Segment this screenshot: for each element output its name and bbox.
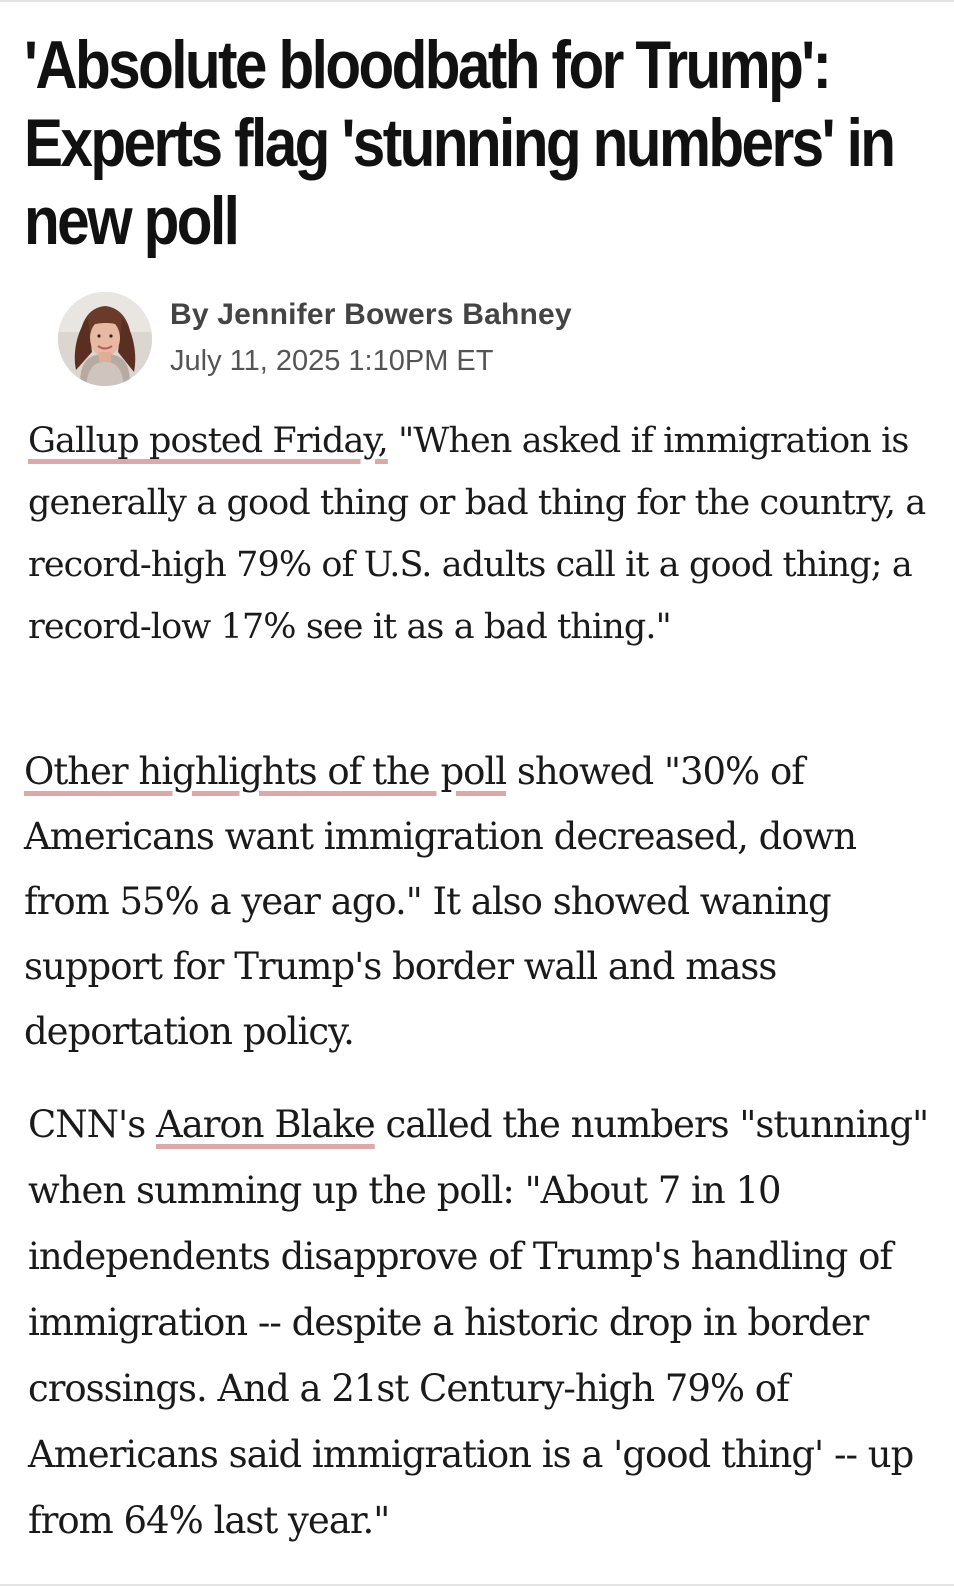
publish-date: July 11, 2025 1:10PM ET (170, 345, 494, 377)
gallup-link[interactable]: Gallup posted Friday, (28, 421, 389, 461)
paragraph-gallup: Gallup posted Friday, "When asked if imm… (28, 410, 928, 658)
paragraph-highlights: Other highlights of the poll showed "30%… (24, 739, 934, 1064)
paragraph-text: called the numbers "stunning" when summi… (28, 1103, 929, 1542)
paragraph-text: "When asked if immigration is generally … (28, 421, 926, 647)
author-name[interactable]: By Jennifer Bowers Bahney (170, 298, 572, 331)
aaron-blake-link[interactable]: Aaron Blake (155, 1103, 376, 1146)
byline: By Jennifer Bowers Bahney July 11, 2025 … (58, 292, 918, 388)
author-avatar[interactable] (58, 292, 152, 386)
paragraph-cnn: CNN's Aaron Blake called the numbers "st… (28, 1092, 938, 1554)
poll-highlights-link[interactable]: Other highlights of the poll (24, 750, 507, 793)
paragraph-text: showed "30% of Americans want immigratio… (24, 750, 857, 1053)
author-photo-icon (58, 292, 152, 386)
article-headline: 'Absolute bloodbath for Trump': Experts … (24, 27, 896, 259)
paragraph-text-lead: CNN's (28, 1103, 156, 1146)
